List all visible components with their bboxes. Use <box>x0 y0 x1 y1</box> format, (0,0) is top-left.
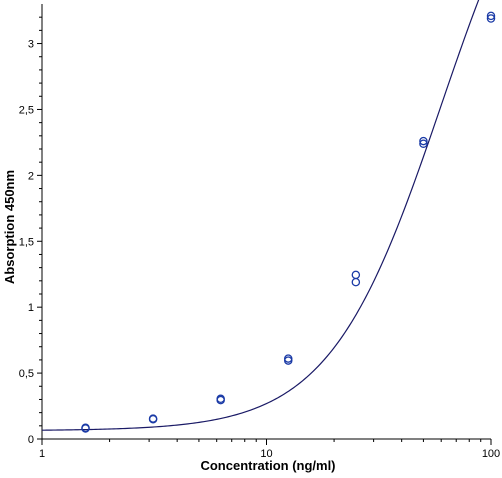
y-tick-label: 0 <box>28 434 34 446</box>
y-tick-label: 3 <box>28 39 34 51</box>
fit-curve <box>41 0 480 431</box>
x-tick-label: 100 <box>482 448 500 460</box>
data-point <box>284 354 293 363</box>
data-point <box>486 11 496 21</box>
data-point <box>486 14 496 23</box>
data-point <box>81 423 90 433</box>
y-axis-title: Absorption 450nm <box>2 170 17 284</box>
y-tick-label: 1,5 <box>19 236 34 248</box>
y-tick-label: 2 <box>28 170 34 182</box>
data-point <box>216 394 225 404</box>
y-tick-label: 0,5 <box>19 368 34 380</box>
y-tick-label: 2,5 <box>19 104 34 116</box>
x-tick-label: 1 <box>39 448 45 460</box>
data-point <box>351 277 361 287</box>
y-axis-ticks: 0 0,5 1 1,5 2 2,5 3 <box>19 16 42 446</box>
y-tick-label: 1 <box>28 302 34 314</box>
x-axis-title: Concentration (ng/ml) <box>200 458 335 473</box>
x-axis-ticks: 1 10 100 <box>39 439 500 460</box>
data-point <box>148 414 158 423</box>
x-tick-label: 10 <box>260 448 272 460</box>
axes <box>41 4 491 440</box>
data-points <box>81 11 496 433</box>
data-point <box>419 139 428 148</box>
data-point <box>419 136 428 146</box>
data-point <box>351 270 361 280</box>
